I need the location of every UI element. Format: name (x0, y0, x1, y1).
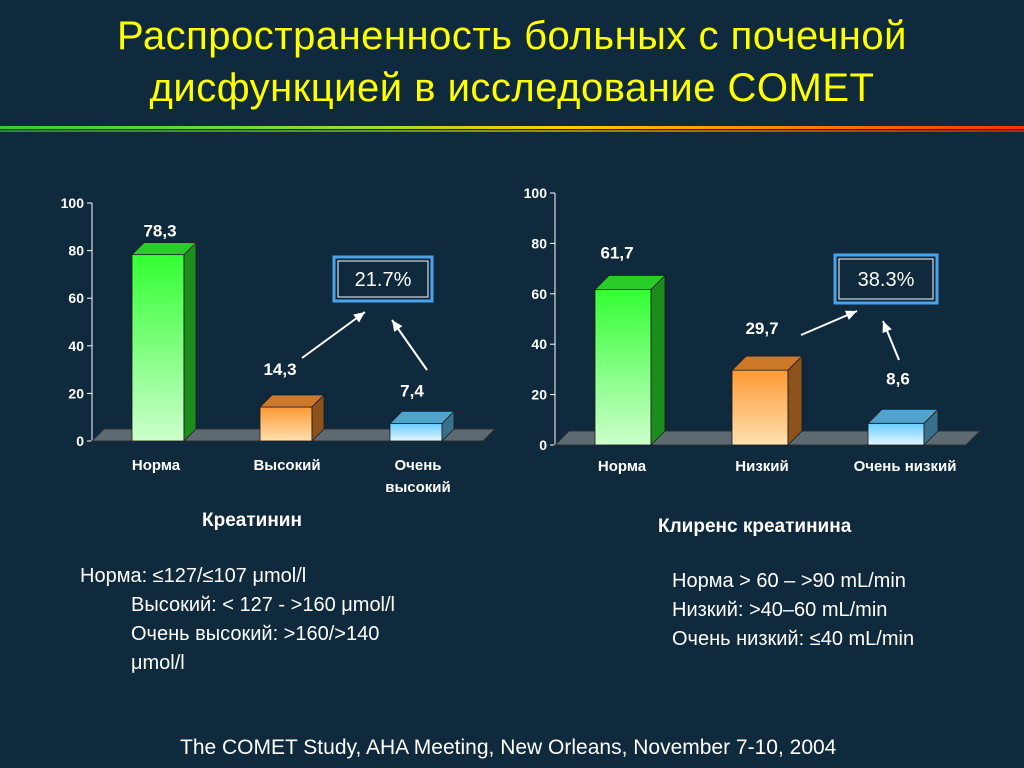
creatinine-chart-caption: Креатинин (202, 510, 302, 531)
bar-front (259, 406, 313, 442)
clearance-notes: Норма > 60 – >90 mL/min Низкий: >40–60 m… (672, 567, 914, 654)
bar-3 (867, 408, 939, 446)
clearance-chart-caption: Клиренс креатинина (658, 516, 852, 537)
y-tick-label: 100 (61, 195, 85, 211)
category-label: Низкий (735, 458, 788, 475)
category-label: Очень низкий (854, 458, 957, 475)
y-tick-label: 40 (68, 338, 84, 354)
arrow-head (844, 310, 857, 320)
creatinine-chart: 0 20 40 60 80 100 78,3 Норма 14,3 Высокий 7,4 Очень… (61, 195, 497, 496)
y-tick-label: 0 (539, 437, 547, 453)
bar-value-label: 61,7 (600, 244, 633, 263)
arrow-head (392, 320, 403, 332)
callout-box (833, 253, 939, 305)
bar-top (867, 408, 939, 424)
bar-top (594, 275, 666, 290)
bar-top (131, 242, 197, 256)
clearance-note-low: Низкий: >40–60 mL/min (672, 599, 888, 621)
slide-title-line1: Распространенность больных с почечной (117, 14, 907, 58)
creatinine-note-norm: Норма: ≤127/≤107 μmol/l (80, 565, 307, 587)
y-tick-label: 20 (531, 387, 547, 403)
bar-2 (259, 394, 325, 442)
callout-box (332, 255, 434, 303)
category-label: Очень (395, 457, 442, 474)
y-tick-label: 80 (531, 235, 547, 251)
bar-front (389, 422, 443, 442)
y-tick-label: 40 (531, 336, 547, 352)
category-label: Высокий (253, 457, 320, 474)
bar-3 (389, 410, 455, 442)
title-divider (0, 126, 1024, 132)
clearance-note-very-low: Очень низкий: ≤40 mL/min (672, 628, 915, 650)
callout-inner-border (838, 258, 934, 300)
category-label: Норма (132, 457, 181, 474)
bar-2 (731, 355, 803, 446)
category-label: высокий (385, 479, 451, 496)
creatinine-note-high: Высокий: < 127 - >160 μmol/l (131, 594, 396, 616)
bar-value-label: 7,4 (400, 381, 424, 400)
bar-top (389, 410, 455, 424)
bar-top (259, 394, 325, 408)
creatinine-note-very-high: Очень высокий: >160/>140 (131, 623, 380, 645)
y-tick-label: 60 (531, 286, 547, 302)
clearance-note-norm: Норма > 60 – >90 mL/min (672, 570, 906, 592)
y-tick-label: 60 (68, 290, 84, 306)
bar-side (650, 274, 666, 446)
creatinine-clearance-chart: 0 20 40 60 80 100 61,7 Норма 29,7 Низкий 8,6 Очень … (524, 185, 982, 475)
bar-side (183, 241, 197, 442)
arrow-head (353, 312, 365, 323)
creatinine-notes: Норма: ≤127/≤107 μmol/l Высокий: < 127 -… (80, 562, 395, 678)
slide-title-line2: дисфункцией в исследование COMET (149, 66, 875, 110)
bar-value-label: 14,3 (263, 360, 296, 379)
creatinine-note-unit: μmol/l (131, 652, 185, 674)
arrow-head (882, 321, 892, 334)
bar-front (867, 422, 925, 446)
bar-front (131, 254, 185, 442)
bar-1 (594, 274, 666, 446)
callout-value: 38.3% (858, 269, 915, 291)
bar-value-label: 78,3 (143, 222, 176, 241)
callout-value: 21.7% (355, 269, 412, 291)
y-tick-label: 20 (68, 385, 84, 401)
y-tick-label: 100 (524, 185, 548, 201)
bar-value-label: 29,7 (745, 319, 778, 338)
bar-value-label: 8,6 (886, 369, 910, 388)
y-tick-label: 0 (76, 433, 84, 449)
bar-front (731, 369, 789, 446)
slide-title: Распространенность больных с почечной ди… (0, 10, 1024, 114)
source-footer: The COMET Study, AHA Meeting, New Orlean… (180, 736, 837, 759)
bar-top (731, 355, 803, 371)
arrow-line (301, 311, 366, 359)
category-label: Норма (598, 458, 647, 475)
bar-side (787, 355, 803, 446)
bar-1 (131, 241, 197, 442)
bar-front (594, 289, 652, 446)
y-tick-label: 80 (68, 243, 84, 259)
callout-inner-border (337, 260, 429, 298)
